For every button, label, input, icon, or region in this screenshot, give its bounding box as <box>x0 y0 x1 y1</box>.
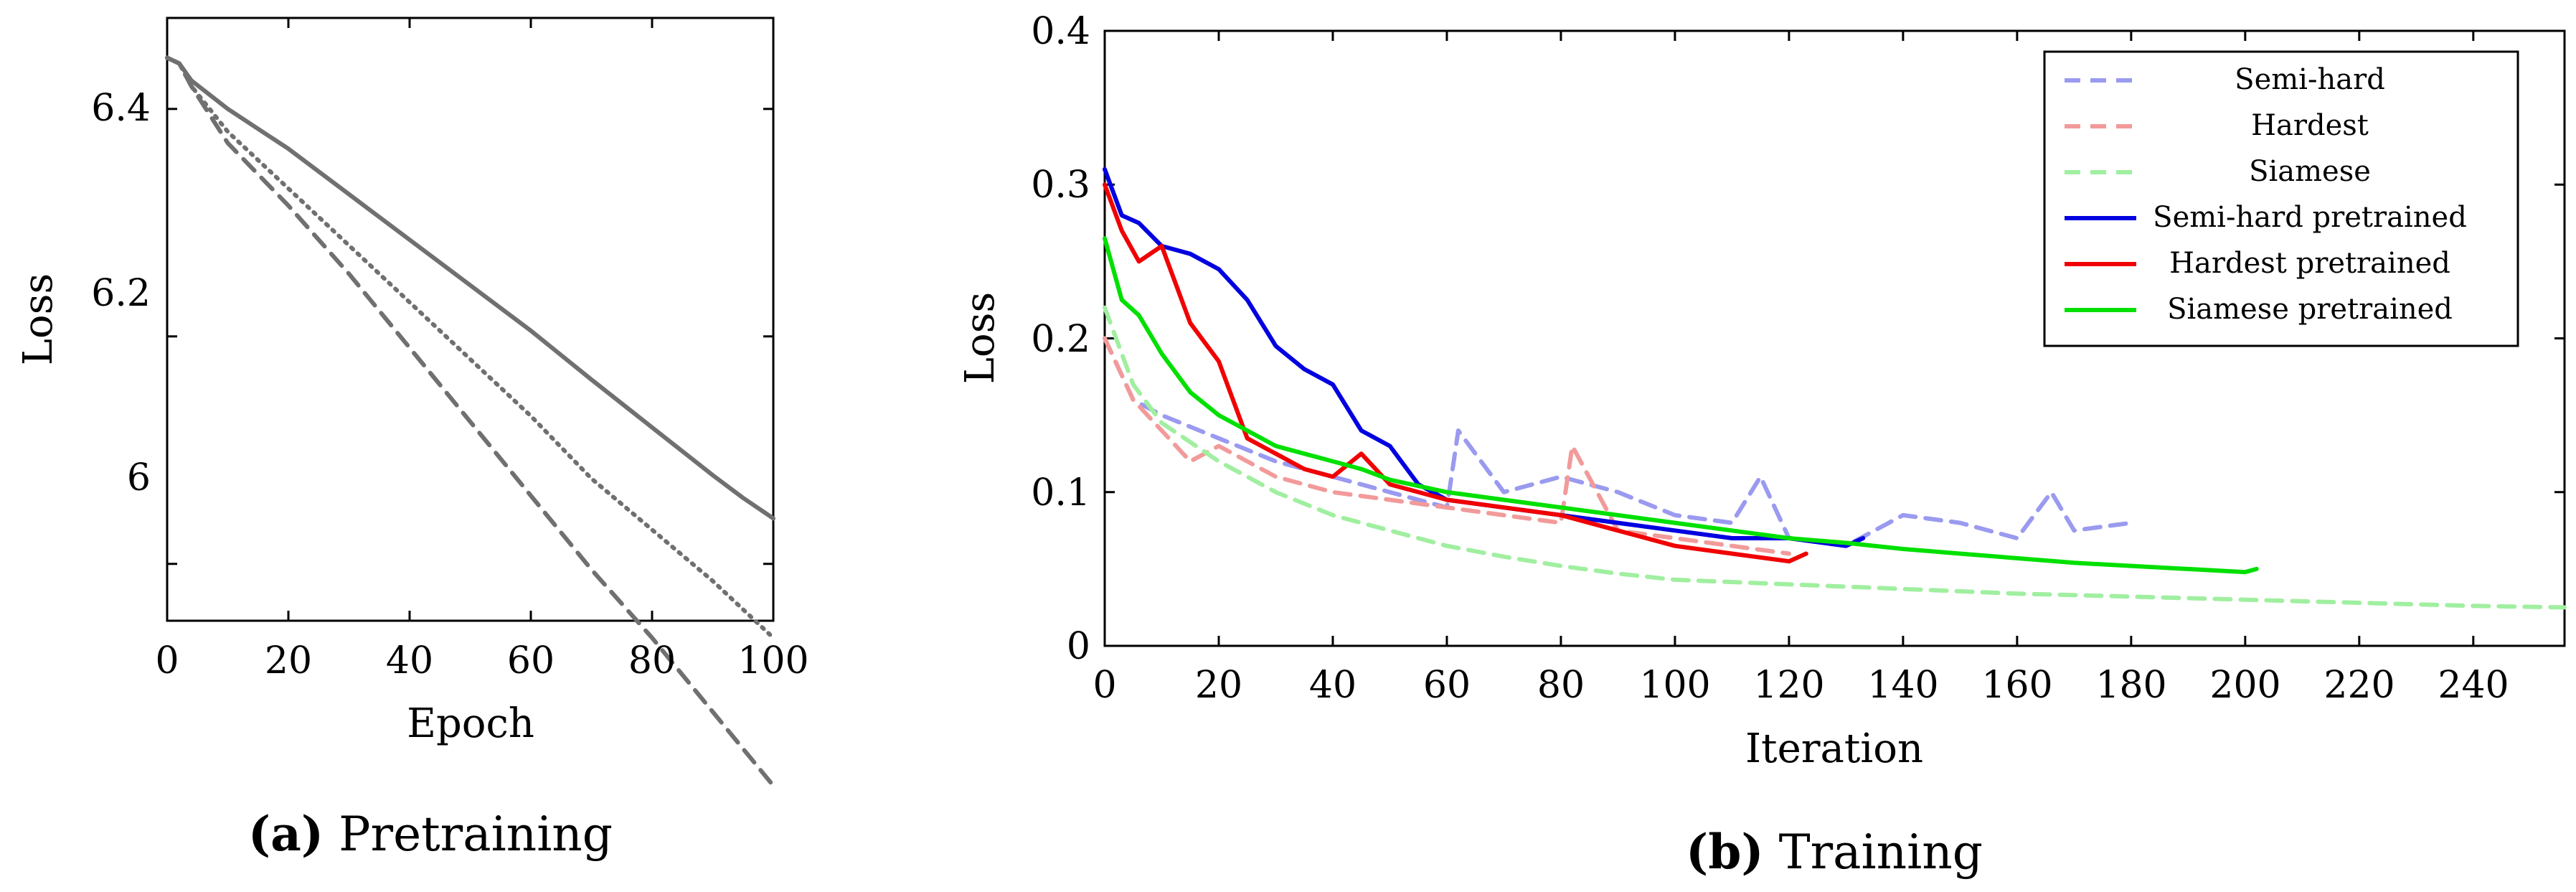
xtick-label-b-160: 160 <box>1981 664 2052 707</box>
caption-a: (a) Pretraining <box>248 806 613 862</box>
caption-a-text: Pretraining <box>339 807 613 862</box>
series-line-dotted <box>165 55 775 640</box>
ytick-label-b-0.2: 0.2 <box>1031 318 1090 361</box>
xtick-label-b-60: 60 <box>1423 664 1471 707</box>
ytick-label-a-6.2: 6.2 <box>91 272 151 315</box>
ytick-label-b-0.4: 0.4 <box>1031 10 1090 53</box>
caption-b-id: (b) <box>1686 824 1764 880</box>
xtick-label-a-40: 40 <box>386 639 433 682</box>
plot-frame-a <box>166 17 775 622</box>
legend-label-siamese-pretrained: Siamese pretrained <box>2167 293 2453 326</box>
series-line-hardest <box>1103 336 1791 556</box>
xtick-label-b-240: 240 <box>2438 664 2509 707</box>
series-line-hardest-pretrained <box>1103 182 1808 564</box>
tick-marks-a <box>166 18 775 621</box>
xtick-label-b-0: 0 <box>1093 664 1116 707</box>
y-axis-title-b: Loss <box>957 292 1004 384</box>
ytick-label-a-6.4: 6.4 <box>91 87 151 130</box>
ytick-label-a-6: 6 <box>127 456 151 499</box>
xtick-label-b-200: 200 <box>2209 664 2280 707</box>
legend-label-semi-hard: Semi-hard <box>2235 63 2385 96</box>
legend-label-semi-hard-pretrained: Semi-hard pretrained <box>2153 201 2467 234</box>
series-group-b <box>1103 166 2567 610</box>
x-axis-title-a: Epoch <box>407 700 534 747</box>
xtick-label-b-40: 40 <box>1309 664 1357 707</box>
chart-pretraining: 6 6.2 6.4 0 20 40 60 80 100 Epoch Loss (… <box>15 17 809 862</box>
tick-marks-b <box>1103 29 2565 647</box>
xtick-label-b-20: 20 <box>1195 664 1242 707</box>
xtick-label-b-180: 180 <box>2095 664 2166 707</box>
series-line-siamese-pretrained <box>1103 236 2259 575</box>
xtick-label-b-120: 120 <box>1753 664 1824 707</box>
ytick-label-b-0.1: 0.1 <box>1031 471 1090 515</box>
caption-a-id: (a) <box>248 806 324 862</box>
chart-training: 0 0.1 0.2 0.3 0.4 0 20 40 60 80 100 120 … <box>957 10 2567 880</box>
series-line-semi-hard <box>1103 336 2133 548</box>
caption-b: (b) Training <box>1686 824 1983 880</box>
xtick-label-b-100: 100 <box>1639 664 1710 707</box>
ytick-label-b-0: 0 <box>1067 625 1090 668</box>
legend-label-hardest-pretrained: Hardest pretrained <box>2169 247 2450 280</box>
series-group-a <box>165 55 775 788</box>
xtick-label-b-80: 80 <box>1537 664 1585 707</box>
xtick-label-a-80: 80 <box>628 639 676 682</box>
ytick-label-b-0.3: 0.3 <box>1031 164 1090 207</box>
y-axis-title-a: Loss <box>15 273 62 365</box>
xtick-label-b-220: 220 <box>2323 664 2395 707</box>
legend-swatches <box>2065 78 2136 312</box>
xtick-label-a-20: 20 <box>265 639 312 682</box>
x-axis-title-b: Iteration <box>1745 726 1923 772</box>
xtick-label-a-0: 0 <box>155 639 179 682</box>
xtick-label-b-140: 140 <box>1867 664 1938 707</box>
legend-label-siamese: Siamese <box>2249 155 2371 188</box>
xtick-label-a-60: 60 <box>507 639 555 682</box>
series-line-solid <box>165 55 775 521</box>
legend: Semi-hard Hardest Siamese Semi-hard pret… <box>2043 50 2519 347</box>
caption-b-text: Training <box>1779 825 1983 880</box>
legend-label-hardest: Hardest <box>2251 109 2369 142</box>
series-line-semi-hard-pretrained <box>1103 166 1866 548</box>
xtick-label-a-100: 100 <box>737 639 808 682</box>
legend-box <box>2043 50 2519 347</box>
series-line-dashed <box>165 55 775 788</box>
series-line-siamese <box>1103 305 2567 610</box>
